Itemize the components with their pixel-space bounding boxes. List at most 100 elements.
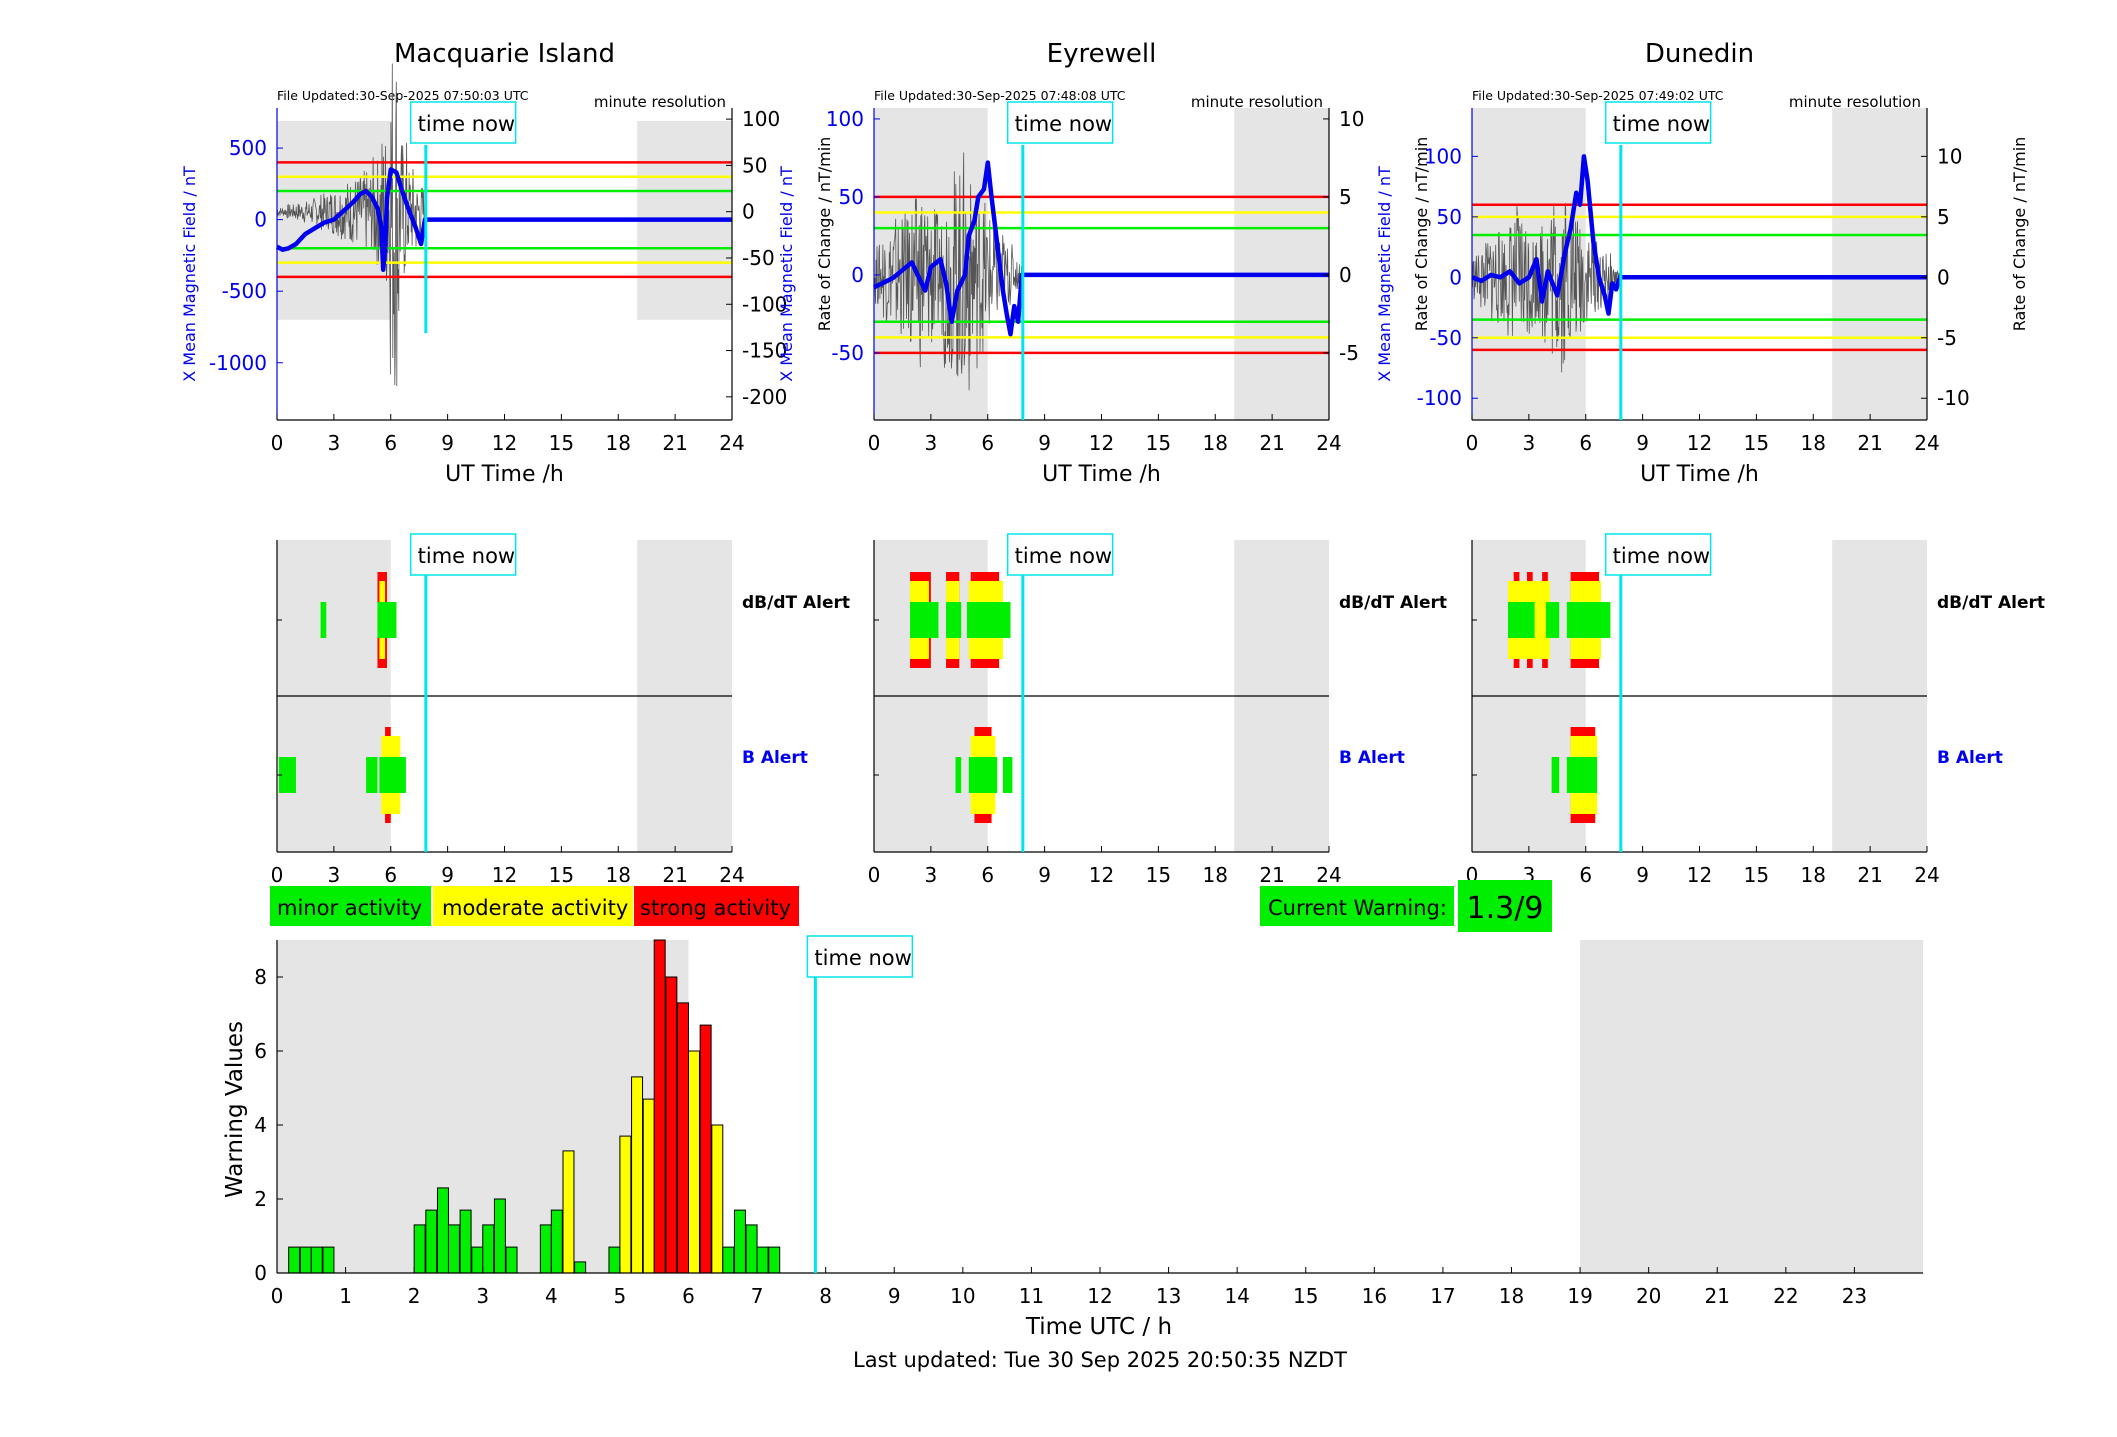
x-tick-label: 15 [549,431,574,455]
warning-bar [642,1098,655,1274]
warning-bar [677,1002,690,1274]
warning-bar [665,976,678,1274]
time-now-box [1006,533,1114,576]
x-tick-label: 21 [1705,1284,1730,1308]
magnetometer-panels: Macquarie Island File Updated:30-Sep-2025… [180,39,2029,487]
y-axis-label-right: Rate of Change / nT/min [815,137,834,332]
dbdt-alert-label: dB/dT Alert [1339,593,1447,613]
alert-block-g [320,602,327,638]
x-tick-label: 9 [1636,431,1649,455]
x-tick-label: 12 [1089,431,1114,455]
y-tick-label: 0 [851,263,864,287]
x-tick-label: 12 [492,863,517,887]
x-axis-label: Time UTC / h [1025,1314,1172,1340]
alert-block-g [946,602,962,638]
warning-bar [322,1246,335,1274]
warning-bar [688,1050,700,1274]
station-panel: Eyrewell File Updated:30-Sep-2025 07:48:0… [777,39,1431,487]
resolution-label: minute resolution [594,93,726,111]
x-tick-label: 2 [408,1284,421,1308]
y-tick-label-right: 5 [1937,205,1950,229]
current-warning-label: Current Warning: [1268,896,1447,920]
alert-block-g [1566,757,1598,793]
station-title: Eyrewell [1047,39,1157,69]
y-axis-label-left: X Mean Magnetic Field / nT [777,166,796,382]
y-tick-label-right: 10 [1937,144,1962,168]
x-tick-label: 6 [1579,431,1592,455]
x-tick-label: 6 [981,431,994,455]
y-axis-label-right: Rate of Change / nT/min [2010,137,2029,332]
x-tick-label: 20 [1636,1284,1661,1308]
warning-bar [482,1224,495,1274]
rate-of-change-trace [276,63,426,387]
y-tick-label: -100 [1417,386,1462,410]
x-tick-label: 15 [1293,1284,1318,1308]
alert-block-g [966,602,1011,638]
y-tick-label-right: -150 [742,339,787,363]
y-tick-label-right: 5 [1339,185,1352,209]
y-tick-label: 0 [1449,265,1462,289]
y-tick-label-right: -5 [1339,341,1359,365]
x-tick-label: 21 [1259,431,1284,455]
station-panel: Dunedin File Updated:30-Sep-2025 07:49:02… [1375,39,2029,487]
time-now-box [806,935,914,978]
time-now-box [1006,101,1114,144]
time-now-box [409,101,517,144]
x-tick-label: 18 [1801,863,1826,887]
y-tick-label: -1000 [209,351,267,375]
current-warning-value-box [1458,880,1552,932]
x-tick-label: 3 [925,863,938,887]
warning-bar [733,1209,746,1274]
x-tick-label: 3 [925,431,938,455]
file-updated: File Updated:30-Sep-2025 07:50:03 UTC [277,88,529,103]
magnetic-field-trace [1471,154,1927,316]
warning-bar [574,1261,587,1274]
b-alert-label: B Alert [1339,748,1405,768]
y-tick-label-right: -50 [742,246,775,270]
warning-bar [711,1124,724,1274]
warning-bar [436,1187,449,1274]
alert-block-g [278,757,296,793]
y-tick-label: 2 [254,1187,267,1211]
x-tick-label: 18 [1801,431,1826,455]
x-tick-label: 12 [1687,431,1712,455]
x-tick-label: 21 [662,431,687,455]
x-tick-label: 12 [1087,1284,1112,1308]
x-tick-label: 15 [1146,431,1171,455]
y-axis-label-left: X Mean Magnetic Field / nT [1375,166,1394,382]
x-tick-label: 5 [614,1284,627,1308]
time-now-label: time now [1015,544,1112,568]
alert-block-g [377,602,397,638]
y-tick-label-right: 0 [1937,265,1950,289]
y-tick-label: 50 [839,185,864,209]
y-tick-label-right: 50 [742,153,767,177]
y-tick-label: 50 [1437,205,1462,229]
time-now-box [409,533,517,576]
y-axis-label-right: Rate of Change / nT/min [1412,137,1431,332]
x-tick-label: 0 [1466,431,1479,455]
y-tick-label: 6 [254,1039,267,1063]
x-tick-label: 10 [950,1284,975,1308]
alert-block-g [968,757,998,793]
y-tick-label-right: 100 [742,107,780,131]
x-tick-label: 0 [868,431,881,455]
legend-moderate-label: moderate activity [442,896,628,920]
resolution-label: minute resolution [1789,93,1921,111]
y-tick-label: 4 [254,1113,267,1137]
legend-strong-swatch [634,886,799,926]
station-panel: Macquarie Island File Updated:30-Sep-2025… [180,39,834,487]
x-tick-label: 3 [476,1284,489,1308]
y-tick-label: 0 [254,1261,267,1285]
alert-block-g [379,757,406,793]
warning-bar [768,1246,781,1274]
y-tick-label: -50 [831,341,864,365]
alert-block-g [1508,602,1535,638]
x-tick-label: 6 [981,863,994,887]
last-updated: Last updated: Tue 30 Sep 2025 20:50:35 N… [853,1348,1347,1372]
warning-bar [756,1246,769,1274]
time-now-label: time now [1613,112,1710,136]
